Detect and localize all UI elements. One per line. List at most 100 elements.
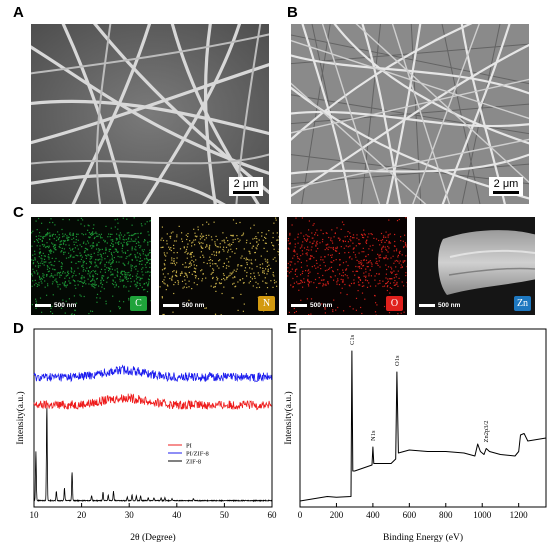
eds-dot — [31, 304, 33, 306]
eds-dot — [110, 274, 112, 276]
eds-dot — [334, 249, 336, 251]
eds-dot — [225, 237, 228, 239]
eds-dot — [147, 260, 149, 262]
eds-dot — [67, 274, 69, 276]
eds-dot — [223, 262, 225, 264]
eds-dot — [200, 270, 202, 272]
eds-dot — [366, 286, 369, 288]
eds-dot — [125, 274, 127, 276]
eds-dot — [44, 255, 46, 257]
eds-dot — [124, 272, 126, 274]
eds-dot — [170, 262, 172, 264]
eds-dot — [103, 275, 105, 277]
eds-dot — [96, 273, 99, 275]
eds-dot — [336, 281, 338, 283]
eds-dot — [68, 252, 70, 254]
eds-dot — [82, 242, 85, 244]
eds-dot — [51, 257, 53, 259]
eds-dot — [358, 261, 360, 263]
eds-dot — [160, 239, 162, 241]
eds-dot — [202, 242, 204, 244]
eds-dot — [320, 256, 322, 258]
eds-dot — [122, 252, 124, 254]
eds-dot — [111, 257, 113, 259]
eds-dot — [242, 234, 244, 236]
eds-dot — [43, 245, 45, 247]
eds-dot — [387, 234, 389, 236]
eds-dot — [184, 279, 186, 281]
xps-peak-label: Zn2p3/2 — [483, 420, 490, 442]
scale-bar-b-label: 2 μm — [493, 178, 519, 190]
eds-dot — [388, 247, 390, 249]
eds-dot — [57, 284, 59, 286]
eds-dot — [90, 280, 93, 282]
eds-dot — [77, 261, 79, 263]
eds-dot — [258, 239, 260, 241]
eds-dot — [385, 264, 387, 266]
eds-dot — [59, 271, 62, 273]
eds-dot — [88, 283, 90, 285]
eds-dot — [108, 270, 110, 272]
eds-dot — [352, 242, 354, 244]
eds-dot — [215, 290, 217, 292]
eds-dot — [51, 235, 53, 237]
eds-dot — [242, 278, 244, 280]
eds-dot — [46, 242, 48, 244]
eds-dot — [52, 221, 54, 224]
eds-dot — [73, 241, 75, 243]
eds-dot — [201, 269, 203, 271]
eds-dot — [67, 238, 69, 240]
eds-dot — [237, 264, 239, 266]
eds-dot — [315, 267, 317, 269]
eds-dot — [75, 254, 77, 256]
eds-dot — [136, 259, 138, 261]
eds-dot — [213, 286, 215, 288]
eds-dot — [116, 270, 119, 272]
eds-dot — [39, 248, 41, 250]
eds-dot — [203, 261, 205, 264]
eds-dot — [289, 243, 291, 245]
eds-dot — [83, 295, 85, 298]
eds-dot — [120, 242, 122, 244]
eds-dot — [324, 265, 326, 267]
eds-dot — [234, 252, 236, 254]
eds-dot — [301, 272, 303, 274]
eds-dot — [196, 284, 198, 286]
eds-dot — [228, 275, 230, 277]
eds-dot — [94, 236, 96, 238]
eds-dot — [224, 279, 226, 281]
eds-dot — [216, 279, 218, 281]
eds-dot — [249, 251, 251, 253]
eds-dot — [126, 256, 128, 258]
xrd-tick-label: 40 — [172, 510, 182, 520]
eds-dot — [405, 274, 407, 277]
eds-dot — [185, 283, 187, 285]
eds-dot — [187, 252, 189, 254]
eds-dot — [287, 238, 290, 240]
eds-dot — [316, 262, 318, 264]
eds-dot — [275, 219, 277, 221]
eds-dot — [257, 272, 259, 274]
eds-dot — [97, 254, 99, 256]
eds-dot — [115, 239, 118, 241]
eds-dot — [93, 286, 95, 288]
eds-dot — [111, 233, 113, 235]
eds-dot — [101, 248, 103, 250]
eds-dot — [341, 274, 343, 277]
eds-dot — [133, 266, 135, 268]
eds-dot — [79, 244, 81, 246]
eds-dot — [199, 256, 201, 258]
eds-dot — [126, 232, 128, 234]
eds-dot — [288, 311, 290, 313]
eds-dot — [386, 268, 388, 271]
eds-dot — [35, 235, 37, 238]
eds-dot — [56, 274, 58, 276]
eds-dot — [37, 272, 39, 274]
eds-dot — [227, 240, 229, 242]
eds-dot — [89, 233, 91, 235]
eds-dot — [89, 260, 91, 263]
eds-dot — [73, 251, 75, 253]
eds-dot — [245, 257, 247, 259]
eds-dot — [114, 219, 116, 221]
eds-dot — [387, 278, 389, 280]
